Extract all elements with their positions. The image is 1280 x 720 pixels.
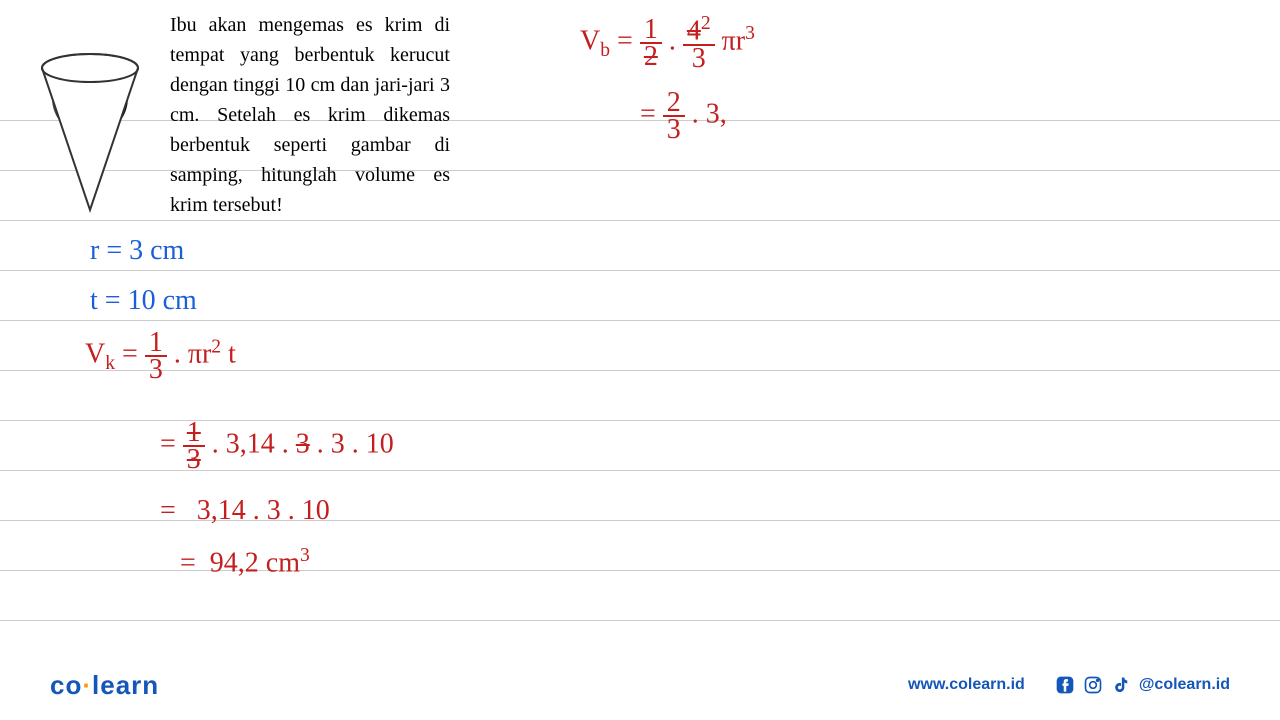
vk-step2: = 13 . 3,14 . 3 . 3 . 10 — [160, 420, 394, 472]
colearn-logo: co·learn — [50, 670, 159, 701]
rule-line — [0, 270, 1280, 271]
vk-result: = 94,2 cm3 — [180, 545, 310, 579]
t-value: t = 10 cm — [90, 285, 197, 317]
r-value: r = 3 cm — [90, 235, 184, 267]
website-url: www.colearn.id — [908, 676, 1025, 694]
vb-formula: Vb = 12 . 423 πr3 — [580, 15, 755, 71]
instagram-icon — [1083, 675, 1103, 695]
footer: co·learn www.colearn.id @colearn.id — [0, 650, 1280, 720]
facebook-icon — [1055, 675, 1075, 695]
vk-step3: = 3,14 . 3 . 10 — [160, 495, 330, 527]
rule-line — [0, 220, 1280, 221]
tiktok-icon — [1111, 675, 1131, 695]
ice-cream-cone-figure — [30, 10, 150, 220]
rule-line — [0, 620, 1280, 621]
vb-step2: = 23 . 3, — [640, 90, 727, 142]
problem-area: Ibu akan mengemas es krim di tempat yang… — [30, 10, 450, 220]
problem-text: Ibu akan mengemas es krim di tempat yang… — [170, 10, 450, 220]
rule-line — [0, 320, 1280, 321]
footer-right: www.colearn.id @colearn.id — [908, 675, 1230, 695]
social-handle: @colearn.id — [1055, 675, 1230, 695]
vk-formula: Vk = 13 . πr2 t — [85, 330, 236, 382]
